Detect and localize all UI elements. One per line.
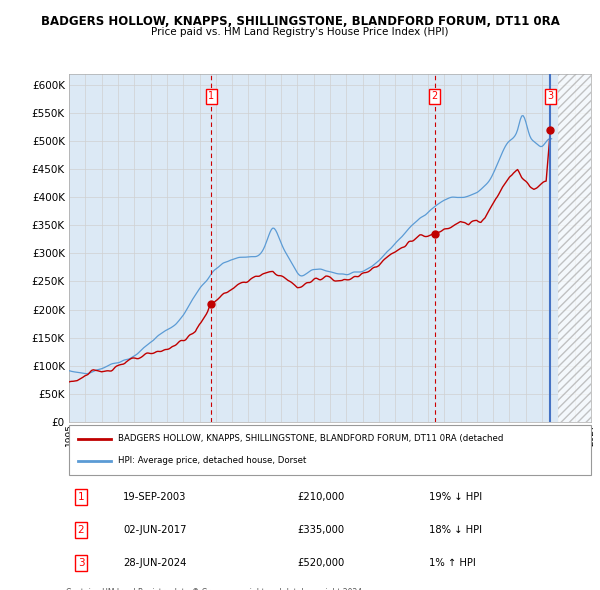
- Text: 19% ↓ HPI: 19% ↓ HPI: [429, 492, 482, 502]
- Text: 19-SEP-2003: 19-SEP-2003: [123, 492, 187, 502]
- Text: £335,000: £335,000: [297, 525, 344, 535]
- Text: 1: 1: [77, 492, 85, 502]
- Text: 2: 2: [77, 525, 85, 535]
- Text: 2: 2: [431, 91, 438, 101]
- Text: HPI: Average price, detached house, Dorset: HPI: Average price, detached house, Dors…: [118, 457, 307, 466]
- Text: 3: 3: [77, 558, 85, 568]
- Text: 1% ↑ HPI: 1% ↑ HPI: [429, 558, 476, 568]
- Text: 3: 3: [547, 91, 553, 101]
- Bar: [559, 74, 591, 422]
- Text: £520,000: £520,000: [297, 558, 344, 568]
- Text: 18% ↓ HPI: 18% ↓ HPI: [429, 525, 482, 535]
- Text: 1: 1: [208, 91, 214, 101]
- Text: £210,000: £210,000: [297, 492, 344, 502]
- Text: BADGERS HOLLOW, KNAPPS, SHILLINGSTONE, BLANDFORD FORUM, DT11 0RA: BADGERS HOLLOW, KNAPPS, SHILLINGSTONE, B…: [41, 15, 559, 28]
- Text: 02-JUN-2017: 02-JUN-2017: [123, 525, 187, 535]
- Text: 28-JUN-2024: 28-JUN-2024: [123, 558, 187, 568]
- Text: Contains HM Land Registry data © Crown copyright and database right 2024.
This d: Contains HM Land Registry data © Crown c…: [66, 588, 365, 590]
- Text: BADGERS HOLLOW, KNAPPS, SHILLINGSTONE, BLANDFORD FORUM, DT11 0RA (detached: BADGERS HOLLOW, KNAPPS, SHILLINGSTONE, B…: [118, 434, 503, 443]
- Text: Price paid vs. HM Land Registry's House Price Index (HPI): Price paid vs. HM Land Registry's House …: [151, 27, 449, 37]
